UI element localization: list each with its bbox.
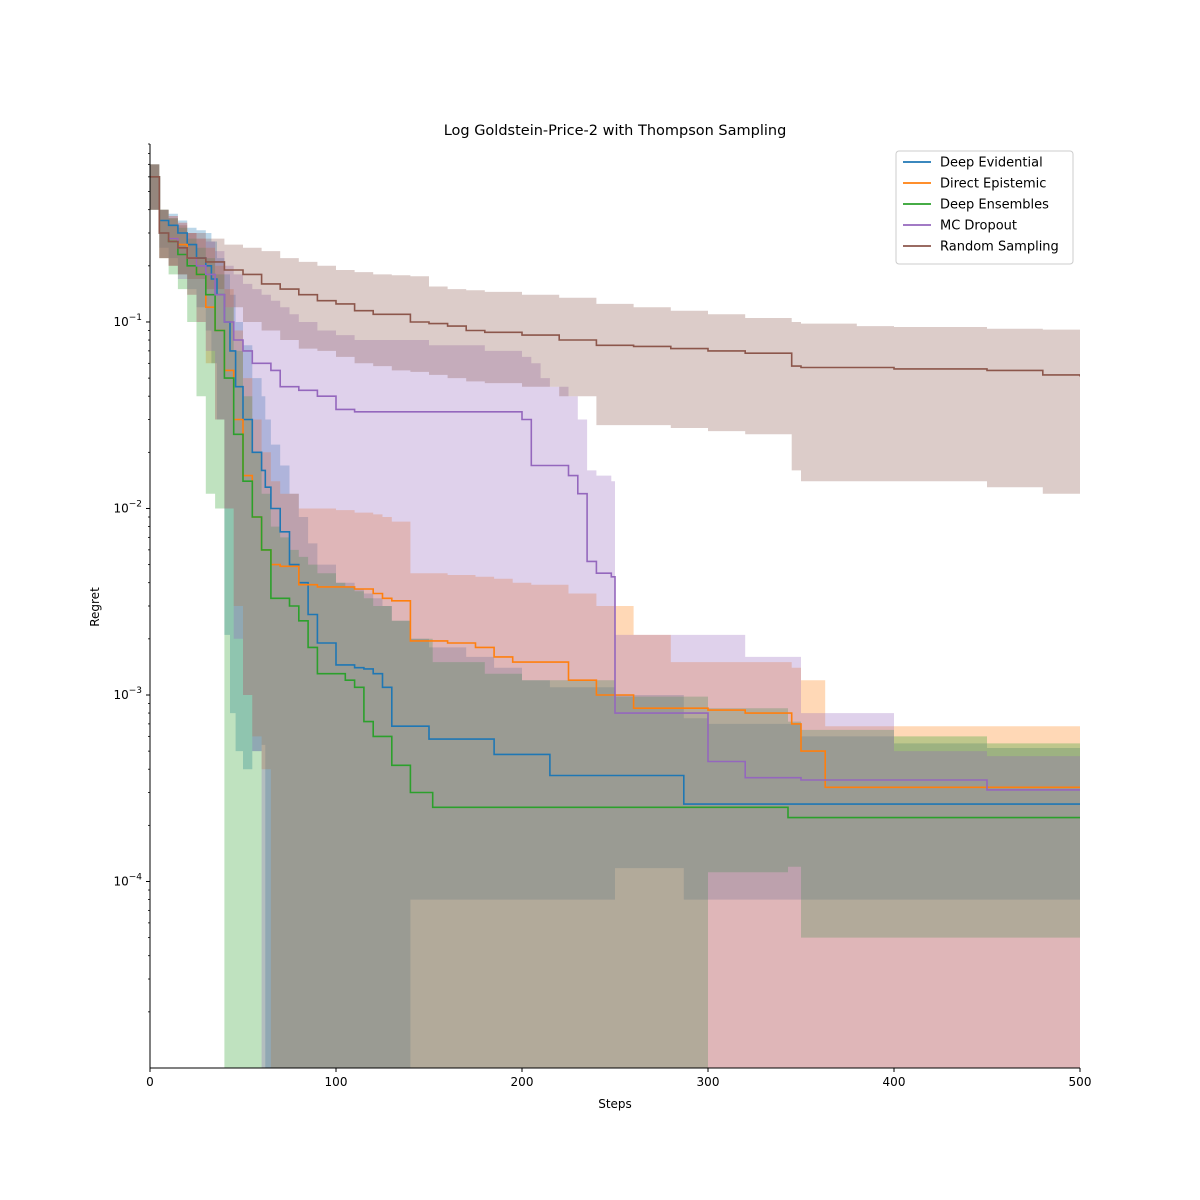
legend-label-random-sampling: Random Sampling: [940, 240, 1059, 255]
x-ticks: 0 100 200 300 400 500: [146, 1068, 1091, 1089]
y-tick-label: 10−2: [113, 499, 142, 515]
x-tick-label: 400: [883, 1075, 906, 1089]
band-deep-ensembles: [150, 164, 1080, 1068]
chart-title: Log Goldstein-Price-2 with Thompson Samp…: [444, 123, 787, 139]
x-tick-label: 300: [697, 1075, 720, 1089]
line-mc-dropout: [150, 176, 1080, 791]
axes: 0 100 200 300 400 500 10−4 10−3 10−2 10−1: [113, 143, 1091, 1089]
series-lines: [150, 176, 1080, 819]
y-tick-label: 10−3: [113, 686, 142, 702]
x-tick-label: 0: [146, 1075, 154, 1089]
x-tick-label: 100: [325, 1075, 348, 1089]
y-ticks: 10−4 10−3 10−2 10−1: [113, 143, 150, 1013]
x-tick-label: 500: [1069, 1075, 1092, 1089]
legend-label-deep-ensembles: Deep Ensembles: [940, 198, 1049, 213]
line-direct-epistemic: [150, 176, 1080, 789]
band-random-sampling: [150, 164, 1080, 494]
line-random-sampling: [150, 176, 1080, 377]
legend-frame: [895, 150, 1074, 265]
legend-label-mc-dropout: MC Dropout: [940, 219, 1017, 234]
y-axis-label: Regret: [88, 587, 102, 627]
x-tick-label: 200: [511, 1075, 534, 1089]
line-deep-ensembles: [150, 176, 1080, 819]
y-tick-label: 10−4: [113, 872, 142, 888]
x-axis-label: Steps: [598, 1097, 632, 1111]
legend-label-deep-evidential: Deep Evidential: [940, 156, 1043, 171]
legend: Deep Evidential Direct Epistemic Deep Ense…: [895, 150, 1074, 265]
y-tick-label: 10−1: [113, 313, 142, 329]
band-deep-evidential: [150, 164, 1080, 1068]
line-deep-evidential: [150, 176, 1080, 805]
legend-label-direct-epistemic: Direct Epistemic: [940, 177, 1046, 192]
